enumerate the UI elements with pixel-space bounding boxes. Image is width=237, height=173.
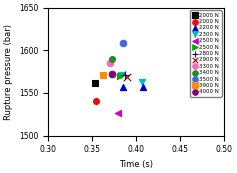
Legend: 2000 N, 2000 N, 2200 N, 2300 N, 2500 N, 2500 N, 2800 N, 2900 N, 3300 N, 3400 N, : 2000 N, 2000 N, 2200 N, 2300 N, 2500 N, … [190, 10, 222, 97]
Point [108, 62, 111, 65]
Point [121, 86, 125, 88]
Point [141, 86, 145, 88]
Y-axis label: Rupture pressure (bar): Rupture pressure (bar) [4, 24, 13, 120]
Point [140, 80, 144, 83]
Point [121, 42, 125, 45]
Point [119, 74, 123, 76]
Point [110, 57, 114, 60]
Point [101, 74, 105, 76]
Point [110, 73, 114, 76]
Point [93, 81, 96, 84]
Point [123, 74, 127, 76]
Point [95, 100, 98, 103]
Point [116, 112, 119, 115]
Point [125, 75, 129, 78]
X-axis label: Time (s): Time (s) [119, 160, 153, 169]
Point [118, 75, 122, 77]
